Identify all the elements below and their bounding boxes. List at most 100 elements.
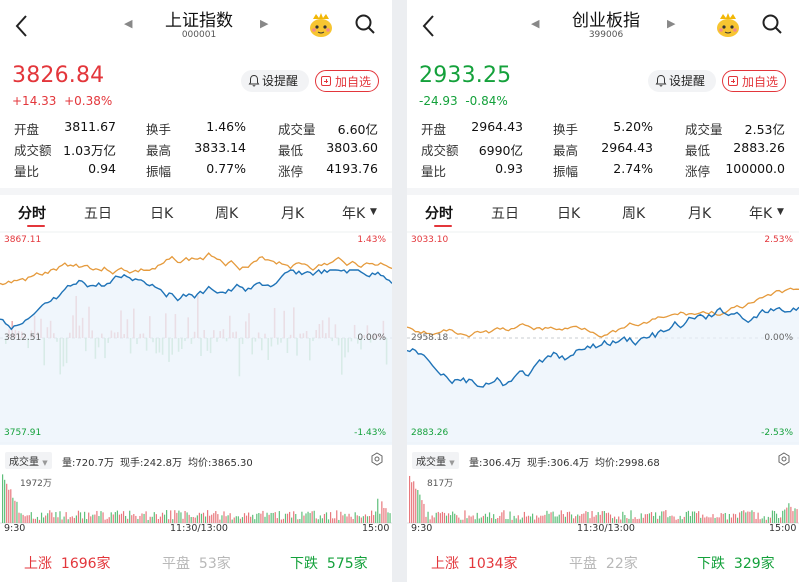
volume-bar bbox=[88, 512, 90, 523]
volume-bar bbox=[141, 513, 143, 523]
mascot-icon[interactable] bbox=[306, 10, 336, 40]
current-hand: 现手:242.8万 bbox=[120, 458, 182, 469]
index-code: 399006 bbox=[588, 30, 624, 40]
volume-bar bbox=[166, 510, 168, 523]
volume-selector[interactable]: 成交量 ▼ bbox=[412, 452, 459, 469]
volume-bar bbox=[102, 512, 104, 523]
stat-value: 2883.26 bbox=[733, 140, 785, 155]
volume-bar bbox=[325, 512, 328, 523]
advancers: 上涨 1034家 bbox=[431, 553, 518, 573]
next-index-icon[interactable]: ▶ bbox=[260, 17, 269, 30]
volume-bar bbox=[303, 515, 305, 523]
stat-label: 最高 bbox=[146, 143, 172, 158]
tab-five-day[interactable]: 五日 bbox=[84, 206, 112, 222]
volume-bar bbox=[683, 516, 685, 523]
volume-bar bbox=[419, 494, 421, 523]
chevron-down-icon[interactable]: ▼ bbox=[370, 207, 377, 217]
volume-bar bbox=[648, 513, 651, 523]
prev-index-icon[interactable]: ◀ bbox=[124, 17, 133, 30]
volume-bar bbox=[624, 515, 626, 523]
back-arrow-icon[interactable] bbox=[10, 12, 34, 40]
volume-bar bbox=[375, 511, 377, 523]
mascot-icon[interactable] bbox=[713, 10, 743, 40]
volume-bar bbox=[373, 515, 375, 523]
volume-bar bbox=[696, 513, 698, 523]
gear-icon[interactable] bbox=[777, 452, 791, 466]
volume-bar bbox=[454, 513, 456, 523]
volume-bar bbox=[94, 514, 96, 523]
volume-selector[interactable]: 成交量 ▼ bbox=[5, 452, 52, 469]
add-watchlist-button[interactable]: 加自选 bbox=[722, 70, 786, 92]
tab-five-day[interactable]: 五日 bbox=[491, 206, 519, 222]
volume-bar bbox=[200, 513, 203, 523]
next-index-icon[interactable]: ▶ bbox=[667, 17, 676, 30]
tab-monthly-k[interactable]: 月K bbox=[281, 206, 305, 222]
volume-bar bbox=[55, 512, 57, 523]
decliners-label: 下跌 bbox=[697, 556, 725, 572]
tab-weekly-k[interactable]: 周K bbox=[622, 206, 646, 222]
tab-monthly-k[interactable]: 月K bbox=[688, 206, 712, 222]
average-price: 均价:2998.68 bbox=[595, 458, 660, 469]
tab-yearly-k[interactable]: 年K bbox=[342, 206, 366, 222]
set-alert-button[interactable]: 设提醒 bbox=[241, 70, 309, 92]
stat-label: 成交额 bbox=[14, 143, 52, 158]
stats-row: 成交额 6990亿 最高 2964.43 最低 2883.26 bbox=[407, 138, 799, 159]
volume-bar bbox=[239, 518, 241, 523]
tab-weekly-k[interactable]: 周K bbox=[215, 206, 239, 222]
volume-bar bbox=[540, 515, 542, 523]
tab-daily-k[interactable]: 日K bbox=[557, 206, 581, 222]
add-watchlist-button[interactable]: 加自选 bbox=[315, 70, 379, 92]
volume-bar bbox=[233, 517, 235, 523]
tab-daily-k[interactable]: 日K bbox=[150, 206, 174, 222]
volume-bar bbox=[338, 519, 340, 523]
volume-bar bbox=[417, 490, 419, 523]
volume-bar bbox=[652, 515, 655, 523]
volume-bar bbox=[243, 513, 246, 523]
volume-bar bbox=[278, 511, 280, 523]
volume-bar bbox=[435, 512, 437, 523]
tab-intraday[interactable]: 分时 bbox=[18, 206, 46, 222]
volume-bar bbox=[81, 518, 84, 523]
stat-label: 振幅 bbox=[553, 164, 579, 179]
volume-bar bbox=[90, 516, 92, 523]
volume-bar bbox=[106, 518, 108, 523]
gear-icon[interactable] bbox=[370, 452, 384, 466]
volume-bar bbox=[196, 515, 198, 523]
volume-bar bbox=[131, 515, 133, 523]
volume-bar bbox=[32, 518, 34, 523]
axis-mid-price: 3812.51 bbox=[4, 333, 42, 343]
volume-bar bbox=[775, 513, 778, 523]
volume-bar bbox=[790, 506, 792, 523]
volume-bar bbox=[26, 515, 28, 523]
stat-label: 成交量 bbox=[685, 122, 723, 137]
average-price: 均价:3865.30 bbox=[188, 458, 253, 469]
volume-bar bbox=[8, 489, 10, 523]
tab-yearly-k[interactable]: 年K bbox=[749, 206, 773, 222]
volume-bar bbox=[79, 512, 82, 523]
volume-bar bbox=[796, 509, 798, 523]
volume-bar bbox=[383, 507, 385, 523]
volume-bar bbox=[741, 511, 743, 523]
volume-bar bbox=[431, 515, 433, 523]
current-hand: 现手:306.4万 bbox=[527, 458, 589, 469]
volume-bar bbox=[139, 515, 141, 523]
volume-bar bbox=[155, 514, 157, 523]
volume-bar bbox=[98, 516, 100, 523]
axis-bottom-price: 3757.91 bbox=[4, 428, 42, 438]
stat-label: 成交额 bbox=[421, 143, 459, 158]
volume-bar bbox=[517, 515, 519, 523]
prev-index-icon[interactable]: ◀ bbox=[531, 17, 540, 30]
volume-bar bbox=[765, 519, 767, 523]
search-icon[interactable] bbox=[354, 13, 376, 35]
tab-intraday[interactable]: 分时 bbox=[425, 206, 453, 222]
search-icon[interactable] bbox=[761, 13, 783, 35]
intraday-chart[interactable] bbox=[0, 230, 392, 445]
back-arrow-icon[interactable] bbox=[417, 12, 441, 40]
volume-bar bbox=[591, 511, 593, 523]
intraday-chart[interactable] bbox=[407, 230, 799, 445]
chevron-down-icon[interactable]: ▼ bbox=[777, 207, 784, 217]
volume-tag-label: 成交量 bbox=[9, 457, 39, 468]
set-alert-button[interactable]: 设提醒 bbox=[648, 70, 716, 92]
volume-bar bbox=[186, 512, 188, 523]
volume-bar bbox=[61, 519, 63, 523]
